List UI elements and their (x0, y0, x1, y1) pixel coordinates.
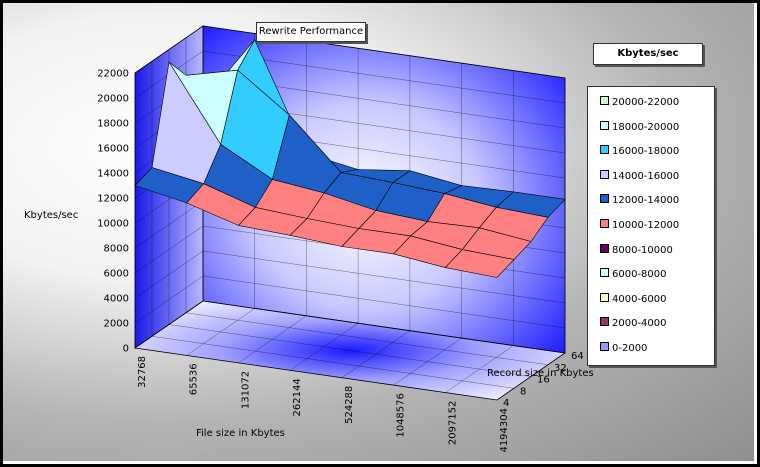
legend-label: 2000-4000 (612, 318, 667, 330)
legend-item: 18000-20000 (600, 120, 680, 135)
legend-label: 0-2000 (612, 343, 648, 354)
legend-item: 14000-16000 (600, 169, 680, 184)
chart-title: Rewrite Performance (256, 22, 366, 42)
legend-item: 8000-10000 (600, 243, 673, 258)
legend-swatch (600, 243, 609, 253)
legend-item: 4000-6000 (600, 292, 667, 307)
legend-label: 12000-14000 (612, 195, 680, 207)
y-axis-label: Kbytes/sec (24, 210, 78, 221)
x-tick-label: 131072 (240, 371, 251, 409)
depth-tick-label: 4 (503, 398, 509, 409)
legend-swatch (600, 169, 609, 179)
y-tick-label: 2000 (104, 319, 129, 330)
x-tick-label: 1048576 (396, 393, 407, 438)
surface-cell (444, 249, 515, 278)
legend-item: 10000-12000 (600, 219, 679, 233)
legend-label: 20000-22000 (612, 97, 680, 108)
legend-item: 2000-4000 (600, 317, 667, 331)
y-tick-label: 14000 (97, 169, 129, 180)
depth-axis-label: Record size in Kbytes (487, 368, 594, 379)
y-tick-label: 8000 (104, 244, 129, 255)
y-tick-label: 10000 (97, 219, 129, 230)
depth-gridline (151, 61, 515, 389)
y-tick-label: 0 (123, 344, 129, 355)
y-tick-label: 4000 (104, 294, 129, 305)
x-tick-label: 65536 (189, 363, 200, 395)
y-tick-label: 18000 (97, 119, 129, 130)
legend: 20000-22000 18000-20000 16000-18000 14000-1… (587, 86, 715, 366)
legend-item: 20000-22000 (600, 96, 679, 110)
legend-title: Kbytes/sec (593, 43, 703, 65)
legend-swatch (600, 317, 609, 327)
legend-label: 18000-20000 (612, 121, 680, 133)
y-tick-label: 20000 (97, 94, 129, 105)
legend-swatch (600, 342, 609, 351)
x-axis-label: File size in Kbytes (196, 428, 285, 439)
legend-swatch (600, 292, 609, 302)
y-tick-label: 12000 (97, 194, 129, 205)
x-tick-label: 4194304 (499, 408, 510, 453)
legend-label: 14000-16000 (612, 170, 680, 182)
depth-tick-label: 32 (554, 363, 567, 374)
depth-gridline (134, 73, 498, 401)
legend-label: 6000-8000 (612, 269, 667, 281)
x-tick-label: 262144 (292, 378, 303, 416)
legend-item: 12000-14000 (600, 194, 679, 208)
legend-item: 0-2000 (600, 342, 647, 356)
legend-swatch (600, 268, 609, 278)
legend-swatch (600, 145, 609, 155)
x-tick-label: 32768 (137, 356, 148, 388)
legend-item: 6000-8000 (600, 268, 667, 282)
legend-label: 4000-6000 (612, 293, 667, 305)
y-tick-label: 16000 (97, 144, 129, 155)
legend-swatch (600, 194, 609, 204)
legend-label: 16000-18000 (612, 146, 680, 158)
y-tick-label: 22000 (97, 69, 129, 80)
x-tick-label: 524288 (344, 386, 355, 424)
depth-tick-label: 8 (520, 386, 526, 397)
legend-label: 8000-10000 (612, 244, 673, 256)
x-tick-label: 2097152 (447, 401, 458, 446)
legend-swatch (600, 96, 609, 105)
depth-tick-label: 16 (537, 375, 550, 386)
legend-item: 16000-18000 (600, 145, 679, 159)
y-tick-label: 6000 (104, 269, 129, 280)
legend-swatch (600, 120, 609, 130)
depth-tick-label: 64 (571, 351, 584, 362)
legend-swatch (600, 219, 609, 228)
legend-label: 10000-12000 (612, 220, 680, 231)
